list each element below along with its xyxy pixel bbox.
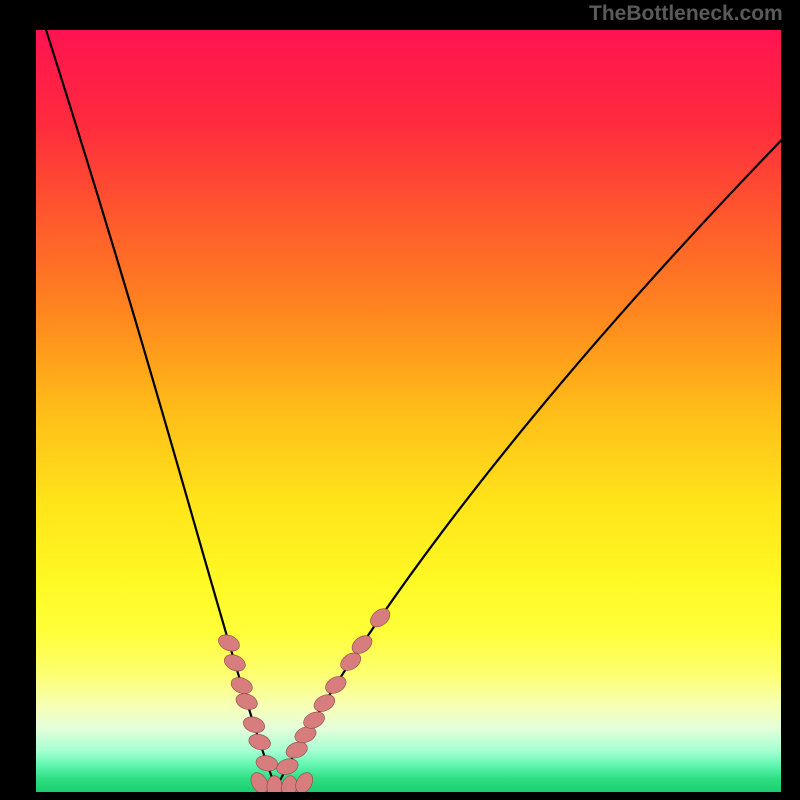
plot-area	[36, 30, 781, 792]
watermark-text: TheBottleneck.com	[589, 2, 783, 26]
chart-svg	[36, 30, 781, 792]
gradient-background	[36, 30, 781, 792]
